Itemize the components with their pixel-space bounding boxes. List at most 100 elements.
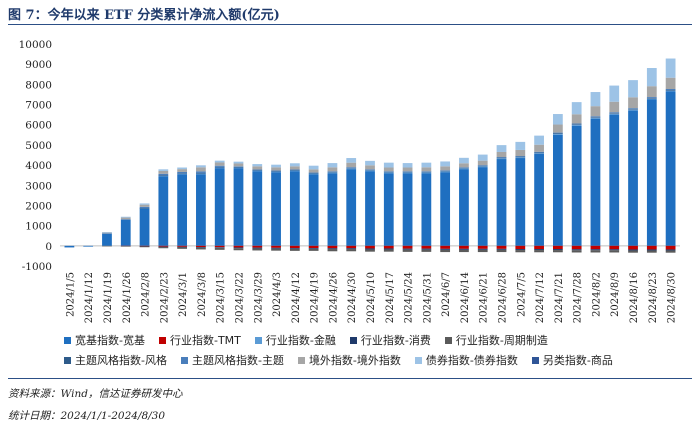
bar-segment [628, 249, 638, 251]
bar-segment [665, 250, 676, 253]
bar-segment [440, 170, 451, 171]
legend-item: 债券指数-债券指数 [414, 352, 518, 368]
bar-segment [327, 163, 338, 168]
bar-segment [665, 58, 676, 78]
x-tick-label: 2024/7/28 [573, 272, 584, 323]
bar-segment [440, 172, 451, 246]
bar-segment [665, 249, 676, 251]
bar-segment [402, 249, 413, 252]
bar-segment [646, 99, 657, 246]
y-tick-label: 8000 [25, 79, 52, 91]
bar-segment [646, 98, 657, 100]
bar-segment [120, 246, 131, 247]
bar-segment [308, 245, 319, 249]
bar-segment [158, 176, 169, 246]
bar-segment [233, 166, 244, 168]
bar-segment [289, 170, 300, 172]
bar-segment [515, 156, 526, 158]
bar-segment [571, 250, 582, 253]
bar-segment [271, 248, 281, 251]
bar-segment [383, 167, 394, 172]
legend-swatch [297, 356, 305, 364]
bar-segment [158, 175, 169, 176]
bar-segment [665, 245, 676, 250]
bar-segment [102, 233, 112, 246]
y-tick-label: 1000 [25, 221, 52, 233]
bar-segment [421, 245, 432, 249]
bar-segment [308, 173, 319, 175]
bar-segment [609, 112, 620, 114]
bar-segment [383, 171, 394, 173]
bar-segment [440, 166, 451, 171]
bar-segment [609, 113, 620, 115]
legend-label: 主题风格指数-风格 [75, 354, 167, 367]
bar-segment [496, 249, 507, 253]
bar-segment [609, 113, 620, 114]
chart-title: 图 7：今年以来 ETF 分类累计净流入额(亿元) [8, 8, 280, 23]
legend-label: 行业指数-金融 [265, 334, 336, 347]
bar-segment [252, 248, 263, 251]
x-tick-label: 2024/3/15 [216, 272, 227, 323]
x-tick-label: 2024/1/26 [122, 272, 133, 323]
x-tick-label: 2024/5/17 [385, 272, 396, 323]
bar-segment [590, 92, 601, 107]
y-tick-label: 0 [45, 241, 52, 253]
bar-segment [440, 245, 451, 249]
y-tick-label: -1000 [22, 261, 52, 273]
bar-segment [327, 172, 338, 174]
legend-label: 债券指数-债券指数 [425, 354, 518, 367]
bar-segment [383, 249, 394, 252]
bar-segment [496, 245, 507, 249]
bar-segment [609, 114, 620, 246]
bar-segment [289, 163, 300, 167]
y-tick-label: 5000 [25, 140, 52, 152]
x-tick-label: 2024/3/1 [178, 272, 189, 317]
bar-segment [346, 162, 357, 168]
legend-label: 宽基指数-宽基 [75, 334, 145, 347]
bar-segment [177, 167, 188, 170]
bar-segment [346, 168, 357, 170]
bar-segment [421, 172, 432, 174]
bar-segment [590, 106, 601, 117]
bar-segment [571, 245, 582, 250]
bar-segment [515, 156, 526, 157]
bar-segment [477, 245, 488, 249]
bar-segment [515, 250, 526, 253]
bar-segment [308, 169, 319, 173]
bar-segment [477, 160, 488, 166]
bar-segment [177, 247, 188, 249]
bar-segment [402, 172, 413, 174]
bar-segment [665, 90, 676, 92]
bar-segment [590, 117, 601, 119]
x-tick-label: 2024/1/5 [65, 272, 76, 317]
bar-segment [271, 245, 281, 248]
bar-segment [496, 158, 507, 160]
bar-segment [120, 216, 131, 218]
date-note: 统计日期：2024/1/1-2024/8/30 [8, 410, 166, 422]
y-tick-label: 10000 [19, 39, 52, 51]
bar-segment [552, 134, 563, 246]
bar-segment [571, 125, 582, 246]
bar-segment [233, 161, 244, 164]
x-tick-label: 2024/8/23 [648, 272, 659, 323]
bar-segment [477, 167, 488, 246]
bar-segment [383, 162, 394, 168]
bar-segment [515, 149, 526, 157]
bar-segment [628, 109, 638, 110]
bar-segment [477, 165, 488, 167]
bar-segment [327, 171, 338, 173]
bar-segment [139, 245, 150, 247]
bar-segment [496, 145, 507, 152]
bar-segment [459, 169, 469, 246]
bar-segment [552, 132, 563, 134]
legend-swatch [158, 336, 166, 344]
x-tick-label: 2024/1/19 [103, 272, 114, 323]
bar-segment [628, 245, 638, 250]
bar-segment [289, 248, 300, 251]
bar-segment [552, 249, 563, 251]
bar-segment [214, 167, 225, 169]
bar-segment [158, 169, 169, 171]
bar-segment [402, 248, 413, 250]
bar-segment [534, 249, 544, 251]
legend-row: 宽基指数-宽基 行业指数-TMT 行业指数-金融 行业指数-消费 行业指数-周期制造 [64, 330, 684, 350]
